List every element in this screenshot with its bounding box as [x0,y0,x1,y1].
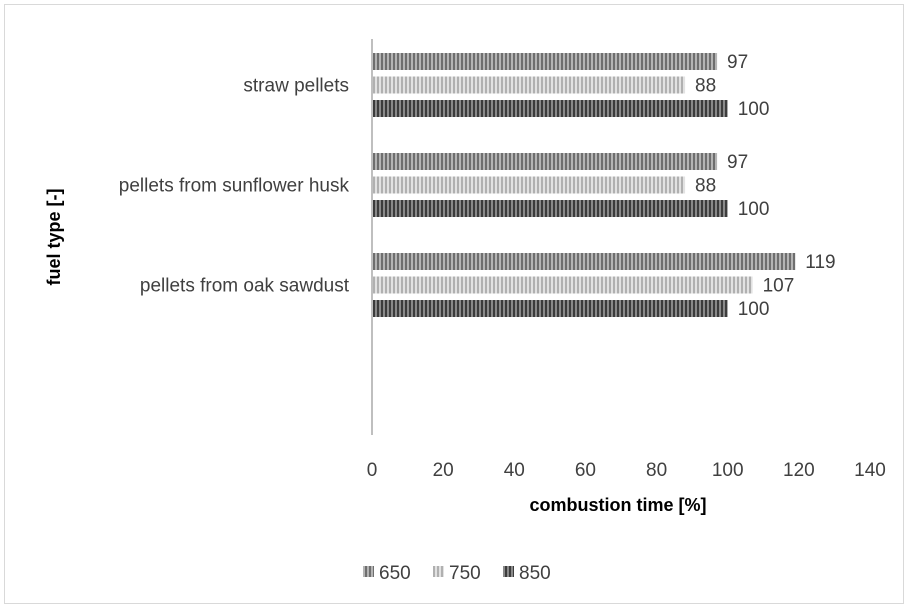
bar-850-2 [372,300,728,317]
category-label: pellets from sunflower husk [119,176,350,197]
data-label-750-2: 107 [763,276,795,297]
data-label-850-2: 100 [738,299,770,320]
bar-750-2 [372,276,753,294]
category-label: pellets from oak sawdust [140,276,350,297]
y-axis-title: fuel type [-] [44,189,64,286]
data-label-750-1: 88 [695,176,716,197]
x-tick-label: 0 [367,460,378,481]
x-tick-label: 120 [783,460,815,481]
bar-750-0 [372,76,686,94]
legend-label-650: 650 [379,563,411,584]
legend-swatch-850 [503,566,514,577]
x-tick-label: 60 [575,460,596,481]
data-label-850-0: 100 [738,99,770,120]
legend-label-750: 750 [449,563,481,584]
bar-850-0 [372,100,728,117]
data-label-650-1: 97 [727,152,748,173]
category-label: straw pellets [243,76,349,97]
legend-label-850: 850 [519,563,551,584]
x-tick-label: 40 [504,460,525,481]
bar-750-1 [372,176,686,194]
data-label-650-2: 119 [805,252,835,273]
data-label-650-0: 97 [727,52,748,73]
x-tick-label: 80 [646,460,667,481]
bar-850-1 [372,200,728,217]
x-tick-label: 140 [854,460,886,481]
legend-swatch-750 [433,566,444,577]
legend: 650 750 850 [363,563,551,584]
x-tick-label: 100 [712,460,744,481]
data-label-850-1: 100 [738,199,770,220]
chart-frame: 97 88 100 97 88 100 119 107 100 straw pellets pel… [4,4,904,604]
x-tick-label: 20 [433,460,454,481]
legend-swatch-650 [363,566,374,577]
bar-650-2 [372,253,796,270]
bar-650-1 [372,153,718,170]
data-label-750-0: 88 [695,76,716,97]
x-axis-title: combustion time [%] [529,495,706,515]
bar-650-0 [372,53,718,70]
